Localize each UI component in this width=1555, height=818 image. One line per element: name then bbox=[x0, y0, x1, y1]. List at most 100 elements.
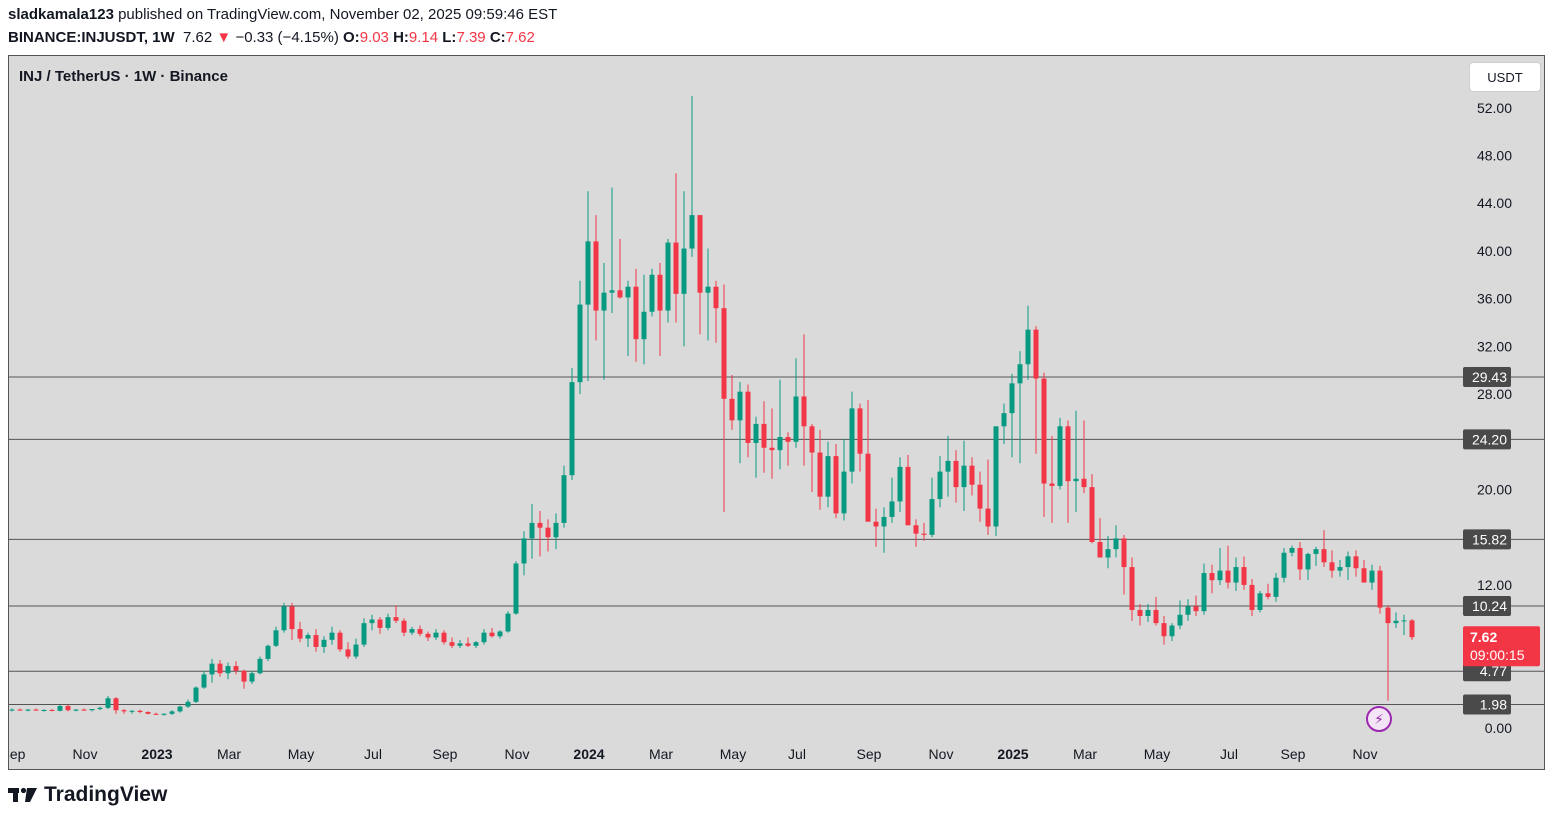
candle[interactable] bbox=[273, 626, 279, 647]
candle[interactable] bbox=[73, 709, 79, 712]
candle[interactable] bbox=[1161, 615, 1167, 645]
candle[interactable] bbox=[713, 280, 719, 343]
candle[interactable] bbox=[657, 262, 663, 356]
candle[interactable] bbox=[129, 710, 135, 714]
candle[interactable] bbox=[745, 384, 751, 458]
candle[interactable] bbox=[201, 670, 207, 689]
chart-frame[interactable]: 0.00 12.00 20.00 28.00 32.00 36.00 40.00 44.00 4… bbox=[8, 55, 1545, 770]
candle[interactable] bbox=[529, 503, 535, 559]
candle[interactable] bbox=[625, 280, 631, 356]
candle[interactable] bbox=[153, 712, 159, 715]
candle[interactable] bbox=[433, 629, 439, 640]
candle[interactable] bbox=[41, 709, 47, 712]
candle[interactable] bbox=[121, 709, 127, 714]
candle[interactable] bbox=[441, 630, 447, 645]
candle[interactable] bbox=[65, 704, 71, 712]
candle[interactable] bbox=[729, 374, 735, 430]
candle[interactable] bbox=[1281, 547, 1287, 583]
candle[interactable] bbox=[1233, 557, 1239, 591]
candle[interactable] bbox=[1033, 326, 1039, 454]
candle[interactable] bbox=[481, 629, 487, 645]
candle[interactable] bbox=[497, 630, 503, 639]
candle[interactable] bbox=[929, 477, 935, 538]
candle[interactable] bbox=[897, 457, 903, 513]
candle[interactable] bbox=[209, 658, 215, 683]
candle[interactable] bbox=[305, 632, 311, 647]
candle[interactable] bbox=[345, 642, 351, 659]
candle[interactable] bbox=[1193, 595, 1199, 616]
candle[interactable] bbox=[769, 408, 775, 479]
candle[interactable] bbox=[849, 391, 855, 484]
candle[interactable] bbox=[361, 618, 367, 647]
candle[interactable] bbox=[473, 641, 479, 649]
candle[interactable] bbox=[1153, 596, 1159, 626]
candle[interactable] bbox=[1361, 559, 1367, 583]
candlestick-chart[interactable]: 0.00 12.00 20.00 28.00 32.00 36.00 40.00 44.00 4… bbox=[9, 56, 1545, 770]
candle[interactable] bbox=[1273, 573, 1279, 602]
candle[interactable] bbox=[577, 280, 583, 395]
candle[interactable] bbox=[1401, 614, 1407, 636]
candle[interactable] bbox=[793, 358, 799, 448]
candle[interactable] bbox=[801, 334, 807, 466]
candle[interactable] bbox=[993, 426, 999, 537]
candle[interactable] bbox=[377, 617, 383, 634]
candle[interactable] bbox=[977, 471, 983, 522]
candle[interactable] bbox=[1057, 417, 1063, 490]
candle[interactable] bbox=[881, 507, 887, 553]
candle[interactable] bbox=[337, 630, 343, 652]
candle[interactable] bbox=[1065, 420, 1071, 523]
candle[interactable] bbox=[393, 605, 399, 624]
candle[interactable] bbox=[1201, 563, 1207, 615]
candle[interactable] bbox=[1113, 525, 1119, 558]
candle[interactable] bbox=[617, 238, 623, 299]
candle[interactable] bbox=[889, 477, 895, 523]
candle[interactable] bbox=[513, 561, 519, 615]
candle[interactable] bbox=[809, 423, 815, 492]
candle[interactable] bbox=[1017, 351, 1023, 464]
candle[interactable] bbox=[1393, 612, 1399, 628]
candle[interactable] bbox=[1249, 578, 1255, 616]
candle[interactable] bbox=[409, 626, 415, 636]
candle[interactable] bbox=[1129, 557, 1135, 621]
candle[interactable] bbox=[1145, 604, 1151, 622]
candle[interactable] bbox=[561, 465, 567, 528]
candle[interactable] bbox=[145, 711, 151, 715]
candle[interactable] bbox=[233, 661, 239, 675]
candle[interactable] bbox=[1185, 599, 1191, 621]
candle[interactable] bbox=[489, 627, 495, 638]
candle[interactable] bbox=[1209, 564, 1215, 594]
candle[interactable] bbox=[1009, 373, 1015, 458]
candle[interactable] bbox=[169, 710, 175, 715]
candle[interactable] bbox=[185, 699, 191, 708]
candle[interactable] bbox=[985, 459, 991, 535]
candle[interactable] bbox=[1369, 564, 1375, 590]
candle[interactable] bbox=[937, 456, 943, 508]
candle[interactable] bbox=[601, 262, 607, 380]
candle[interactable] bbox=[417, 625, 423, 637]
candle[interactable] bbox=[665, 238, 671, 323]
candle[interactable] bbox=[521, 531, 527, 576]
candle[interactable] bbox=[721, 284, 727, 513]
candle[interactable] bbox=[737, 382, 743, 464]
candle[interactable] bbox=[825, 441, 831, 508]
candle[interactable] bbox=[1337, 559, 1343, 577]
candle[interactable] bbox=[449, 637, 455, 649]
currency-button[interactable]: USDT bbox=[1469, 62, 1541, 92]
candle[interactable] bbox=[553, 513, 559, 550]
candle[interactable] bbox=[1225, 545, 1231, 589]
candle[interactable] bbox=[1265, 583, 1271, 600]
candle[interactable] bbox=[1329, 550, 1335, 578]
candle[interactable] bbox=[817, 429, 823, 510]
candle[interactable] bbox=[1121, 534, 1127, 595]
candle[interactable] bbox=[945, 435, 951, 497]
candle[interactable] bbox=[265, 644, 271, 662]
candle[interactable] bbox=[281, 602, 287, 633]
candle[interactable] bbox=[1025, 305, 1031, 380]
publisher-name[interactable]: sladkamala123 bbox=[8, 6, 114, 23]
candle[interactable] bbox=[329, 626, 335, 645]
candle[interactable] bbox=[1257, 590, 1263, 613]
lightning-icon[interactable]: ⚡ bbox=[1366, 706, 1392, 732]
candle[interactable] bbox=[953, 450, 959, 503]
candle[interactable] bbox=[177, 705, 183, 713]
candle[interactable] bbox=[913, 519, 919, 547]
